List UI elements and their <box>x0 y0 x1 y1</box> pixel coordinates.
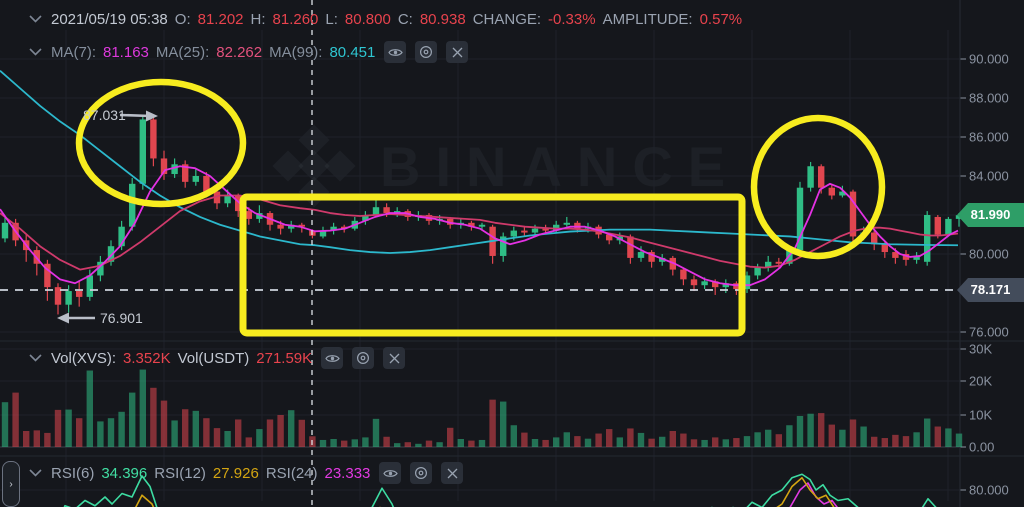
amplitude-value: 0.57% <box>699 10 743 28</box>
volume-header: Vol(XVS): 3.352K Vol(USDT) 271.59K <box>26 347 406 369</box>
settings-target-icon[interactable] <box>415 41 438 63</box>
rsi-header: RSI(6) 34.396 RSI(12) 27.926 RSI(24) 23.… <box>26 462 464 484</box>
ma7-label: MA(7): <box>51 43 96 61</box>
close-icon[interactable] <box>383 347 406 369</box>
volume-tick: 20K <box>969 373 993 389</box>
eye-icon[interactable] <box>321 347 344 369</box>
high-point-label: 87.031 <box>83 107 126 123</box>
close-icon[interactable] <box>441 462 464 484</box>
candle-datetime: 2021/05/19 05:38 <box>51 10 168 28</box>
ma25-label: MA(25): <box>155 43 210 61</box>
low-value: 80.800 <box>344 10 391 28</box>
close-label: C: <box>397 10 413 28</box>
low-point-label: 76.901 <box>100 310 143 326</box>
vol-base-value: 3.352K <box>123 349 171 367</box>
ma25-value: 82.262 <box>216 43 263 61</box>
vol-quote-value: 271.59K <box>256 349 313 367</box>
price-tick: 86.000 <box>969 129 1009 145</box>
binance-watermark: BINANCE <box>272 124 741 208</box>
ma7-value: 81.163 <box>103 43 149 61</box>
volume-tick: 30K <box>969 341 993 357</box>
ma99-label: MA(99): <box>269 43 323 61</box>
high-value: 81.260 <box>272 10 319 28</box>
rsi6-value: 34.396 <box>101 464 148 482</box>
rsi24-label: RSI(24) <box>265 464 318 482</box>
eye-icon[interactable] <box>384 41 407 63</box>
collapse-chevron-icon[interactable] <box>26 464 44 482</box>
close-icon[interactable] <box>446 41 469 63</box>
price-tick: 80.000 <box>969 246 1009 262</box>
rsi6-label: RSI(6) <box>51 464 95 482</box>
eye-icon[interactable] <box>379 462 402 484</box>
rsi-tick: 80.000 <box>969 482 1009 498</box>
settings-target-icon[interactable] <box>352 347 375 369</box>
panel-expand-handle[interactable]: › <box>2 461 20 507</box>
ma99-value: 80.451 <box>329 43 376 61</box>
price-tick: 76.000 <box>969 324 1009 340</box>
ma-header: MA(7): 81.163 MA(25): 82.262 MA(99): 80.… <box>26 41 469 63</box>
amplitude-label: AMPLITUDE: <box>602 10 693 28</box>
rsi12-label: RSI(12) <box>154 464 206 482</box>
vol-base-label: Vol(XVS): <box>51 349 117 367</box>
last-price-badge: 81.990 <box>957 203 1024 227</box>
price-tick: 90.000 <box>969 51 1009 67</box>
change-label: CHANGE: <box>472 10 542 28</box>
price-tick: 84.000 <box>969 168 1009 184</box>
collapse-chevron-icon[interactable] <box>26 10 44 28</box>
high-label: H: <box>250 10 266 28</box>
settings-target-icon[interactable] <box>410 462 433 484</box>
vol-quote-label: Vol(USDT) <box>177 349 250 367</box>
collapse-chevron-icon[interactable] <box>26 349 44 367</box>
rsi12-value: 27.926 <box>212 464 259 482</box>
open-label: O: <box>174 10 191 28</box>
change-value: -0.33% <box>548 10 596 28</box>
price-tick: 88.000 <box>969 90 1009 106</box>
volume-tick: 0.00 <box>969 439 995 455</box>
rsi24-value: 23.333 <box>324 464 371 482</box>
close-value: 80.938 <box>419 10 466 28</box>
low-label: L: <box>325 10 338 28</box>
ohlc-header: 2021/05/19 05:38 O: 81.202 H: 81.260 L: … <box>26 10 742 28</box>
watermark-text: BINANCE <box>380 134 741 198</box>
collapse-chevron-icon[interactable] <box>26 43 44 61</box>
crosshair-price-badge: 78.171 <box>957 278 1024 302</box>
open-value: 81.202 <box>197 10 244 28</box>
volume-tick: 10K <box>969 407 993 423</box>
